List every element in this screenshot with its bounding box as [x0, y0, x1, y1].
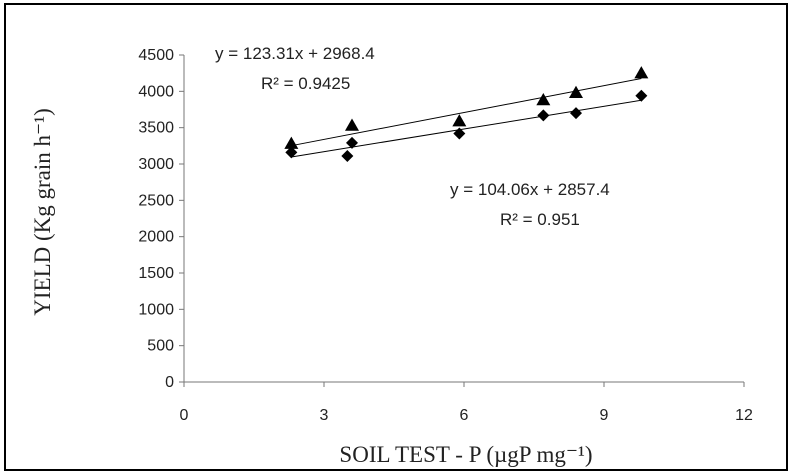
triangle-point	[345, 118, 359, 131]
trendline-series-1	[291, 77, 642, 147]
series-2-r2: R² = 0.951	[500, 210, 580, 229]
diamond-point	[570, 107, 582, 120]
y-tick-label: 1500	[138, 265, 174, 282]
series-1-equation: y = 123.31x + 2968.4	[215, 44, 375, 63]
y-tick-label: 3000	[138, 156, 174, 173]
triangle-point	[634, 66, 649, 79]
y-axis-label: YIELD (Kg grain h⁻¹)	[30, 108, 55, 315]
series-2-equation: y = 104.06x + 2857.4	[450, 180, 610, 199]
y-tick-label: 4000	[138, 83, 174, 100]
y-tick-label: 4500	[138, 47, 174, 64]
x-tick-label: 12	[735, 407, 753, 424]
triangle-point	[536, 93, 551, 106]
y-tick-label: 1000	[138, 301, 174, 318]
x-tick-label: 3	[320, 407, 329, 424]
y-tick-label: 500	[147, 338, 174, 355]
chart-frame	[4, 3, 788, 471]
y-tick-label: 2000	[138, 229, 174, 246]
triangle-point	[284, 136, 299, 149]
data-points	[284, 66, 649, 163]
x-tick-label: 6	[460, 407, 469, 424]
diamond-point	[537, 109, 550, 122]
diamond-point	[341, 150, 354, 163]
y-tick-label: 0	[165, 374, 174, 391]
axes: 0 500 1000 1500 2000 2500 3000 3500 4000 4500 0 3 6 9…	[138, 47, 753, 424]
x-tick-label: 0	[180, 407, 189, 424]
diamond-point	[346, 136, 358, 149]
diamond-point	[453, 127, 466, 140]
y-tick-label: 2500	[138, 192, 174, 209]
series-1-r2: R² = 0.9425	[261, 74, 350, 93]
x-axis-label: SOIL TEST - P (µgP mg⁻¹)	[339, 442, 592, 467]
x-tick-label: 9	[600, 407, 609, 424]
trendline-series-2	[291, 99, 642, 158]
diamond-point	[285, 146, 298, 159]
y-tick-label: 3500	[138, 120, 174, 137]
triangle-point	[569, 85, 583, 99]
trendlines	[291, 77, 642, 158]
diamond-point	[635, 89, 648, 102]
triangle-point	[452, 114, 467, 127]
